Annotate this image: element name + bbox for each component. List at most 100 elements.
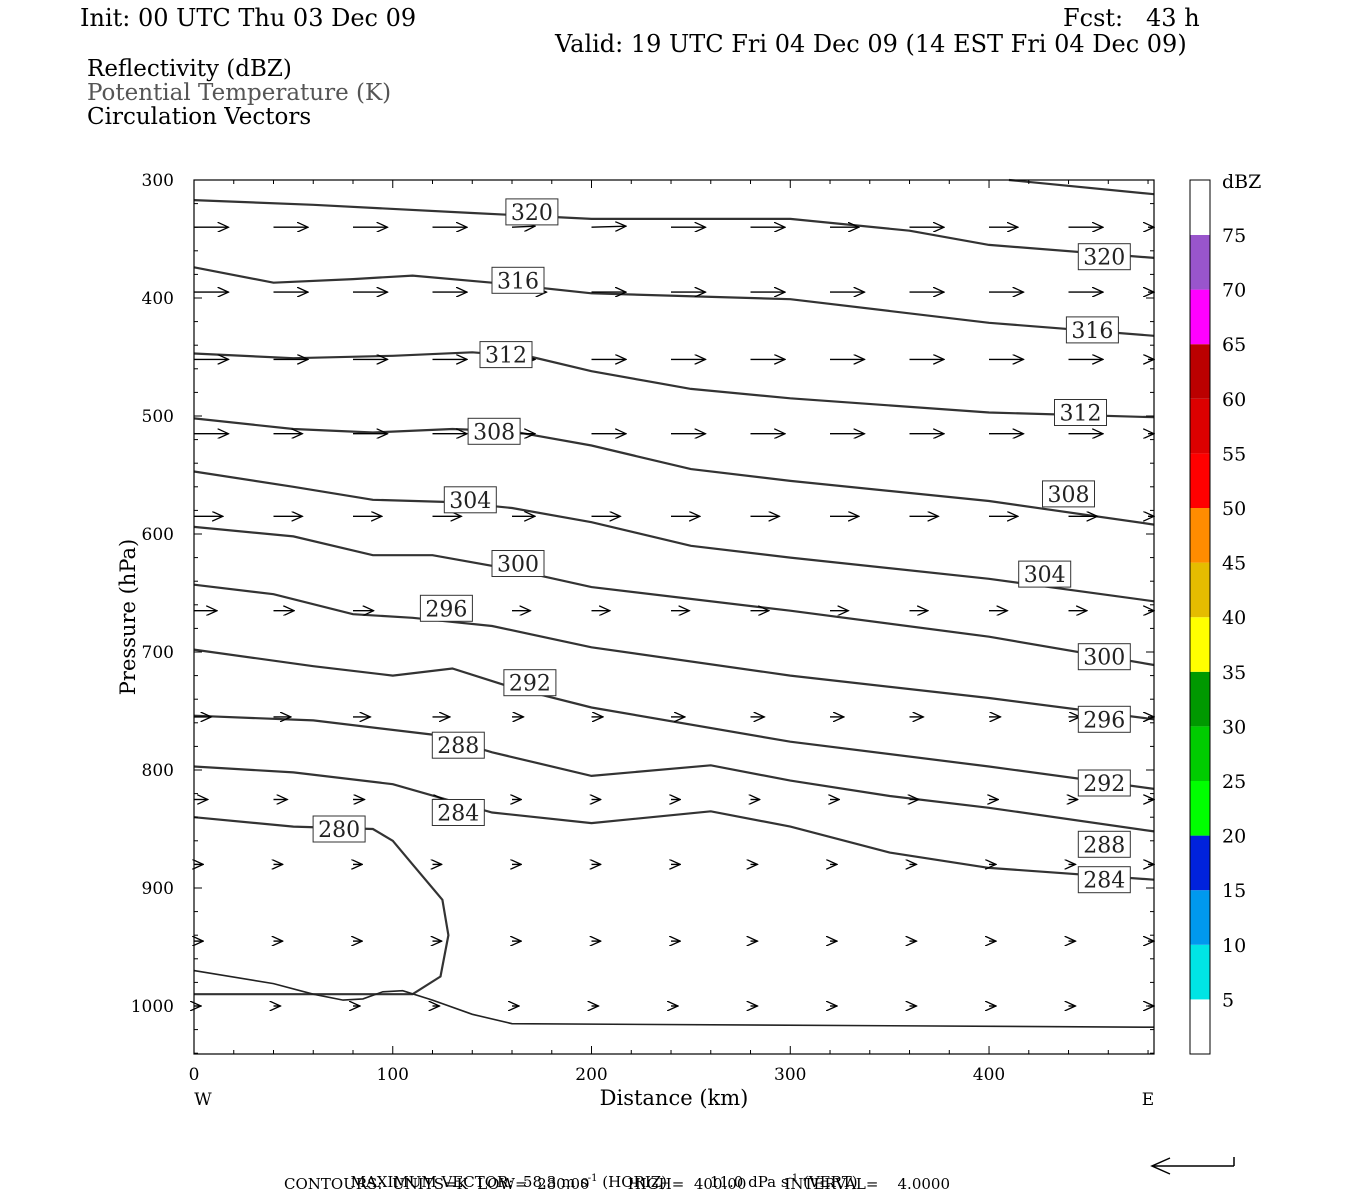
valid-time: Valid: 19 UTC Fri 04 Dec 09 (14 EST Fri … — [555, 30, 1187, 58]
contour-label-box — [1018, 560, 1072, 588]
field-potential-temperature: Potential Temperature (K) — [87, 80, 392, 106]
contour-label-box — [1077, 769, 1131, 797]
max-vector-mid: (HORIZ) 11.0 dPa s — [597, 1173, 789, 1191]
contour-label-box — [1077, 643, 1131, 671]
colorbar-level-label: 50 — [1222, 498, 1246, 520]
colorbar-segment — [1190, 180, 1210, 235]
field-reflectivity: Reflectivity (dBZ) — [87, 56, 292, 82]
colorbar-segment — [1190, 671, 1210, 727]
x-axis-label: Distance (km) — [600, 1086, 749, 1110]
contour-label: 312 — [485, 344, 527, 369]
contour-296 — [193, 583, 1155, 721]
y-tick-label: 600 — [142, 525, 174, 545]
colorbar-level-label: 75 — [1222, 225, 1246, 247]
contour-320 — [193, 199, 1155, 259]
colorbar-level-label: 55 — [1222, 443, 1246, 465]
init-time: Init: 00 UTC Thu 03 Dec 09 — [80, 4, 417, 32]
contour-label: 316 — [1071, 319, 1113, 344]
contour-label-box — [491, 550, 545, 577]
reference-vector-arrow-icon — [1150, 1157, 1235, 1175]
contour-info: CONTOURS: UNITS=K LOW= 280.00 HIGH= 400.… — [284, 1175, 950, 1193]
contour-316 — [193, 266, 1155, 337]
contour-label-box — [491, 266, 545, 294]
contour-layer — [193, 178, 1155, 1028]
contour-label-box — [431, 799, 485, 826]
colorbar-level-label: 45 — [1222, 553, 1246, 575]
contour-label: 296 — [1083, 708, 1125, 733]
colorbar-segment — [1190, 835, 1210, 891]
contour-ground — [193, 969, 1155, 1028]
colorbar-segment — [1190, 781, 1210, 836]
contour-label-box — [1065, 316, 1119, 344]
colorbar-segment — [1190, 562, 1210, 618]
colorbar-level-label: 25 — [1222, 771, 1246, 793]
x-edge-label-west: W — [194, 1090, 212, 1110]
y-tick-label: 1000 — [131, 997, 174, 1017]
contour-label: 312 — [1060, 402, 1102, 427]
contour-label-box — [312, 815, 366, 843]
colorbar-level-label: 20 — [1222, 826, 1246, 848]
colorbar-segment — [1190, 617, 1210, 672]
colorbar-segment — [1190, 344, 1210, 399]
contour-label: 316 — [497, 269, 539, 294]
max-vector-exp-vert: -1 — [788, 1173, 799, 1184]
max-vector-info: MAXIMUM VECTOR: 58.3 m s-1 (HORIZ) 11.0 … — [341, 1159, 858, 1190]
contour-label: 284 — [437, 802, 479, 827]
contour-label-box — [1042, 480, 1095, 508]
x-edge-label-east: E — [1142, 1090, 1154, 1110]
contour-label: 292 — [509, 672, 551, 697]
contour-288 — [193, 714, 1155, 833]
contour-label: 304 — [1024, 563, 1066, 588]
contour-label-box — [443, 486, 497, 514]
circulation-vector — [511, 226, 535, 227]
contour-label-box — [1054, 399, 1107, 426]
contour-label-box — [419, 594, 473, 622]
colorbar-level-label: 35 — [1222, 662, 1246, 684]
contour-label-box — [505, 198, 559, 226]
colorbar-level-label: 60 — [1222, 389, 1246, 411]
colorbar-segment — [1190, 235, 1210, 290]
colorbar-segment — [1190, 944, 1210, 1000]
contour-label-box — [1077, 866, 1131, 894]
forecast-hour: Fcst: 43 h — [1063, 4, 1200, 32]
contour-label: 304 — [449, 489, 491, 514]
contour-label-box — [1077, 243, 1131, 271]
contour-300 — [193, 525, 1155, 667]
contour-label-box — [1077, 705, 1131, 733]
contour-label: 320 — [1083, 246, 1125, 271]
y-tick-label: 800 — [142, 761, 174, 781]
colorbar-segment — [1190, 398, 1210, 454]
tick-layer: 0 100 200 300 400 300 400 500 600 700 800 900 1000 — [131, 171, 1154, 1085]
contour-label: 296 — [425, 597, 467, 622]
contour-label: 292 — [1083, 772, 1125, 797]
y-tick-label: 900 — [142, 879, 174, 899]
vector-layer — [194, 226, 1154, 1006]
contour-label: 320 — [511, 201, 553, 226]
contour-label-box — [467, 417, 521, 445]
contour-label: 280 — [318, 818, 360, 843]
x-tick-label: 400 — [973, 1065, 1005, 1085]
x-tick-label: 300 — [774, 1065, 806, 1085]
contour-label: 308 — [473, 420, 515, 445]
x-tick-label: 0 — [189, 1065, 200, 1085]
contour-284 — [193, 765, 1155, 881]
x-tick-label: 200 — [575, 1065, 607, 1085]
contour-280 — [193, 816, 450, 996]
contour-label: 288 — [437, 734, 479, 759]
max-vector-prefix: MAXIMUM VECTOR: 58.3 m s — [350, 1173, 588, 1191]
colorbar-level-label: 5 — [1222, 989, 1234, 1011]
contour-308 — [193, 417, 1155, 526]
colorbar-level-label: 40 — [1222, 607, 1246, 629]
colorbar-level-label: 65 — [1222, 334, 1246, 356]
contour-312 — [193, 351, 1155, 419]
max-vector-exp-horiz: -1 — [587, 1173, 598, 1184]
colorbar-level-label: 30 — [1222, 716, 1246, 738]
y-tick-label: 500 — [142, 407, 174, 427]
contour-304 — [193, 470, 1155, 603]
contour-label-box — [1077, 830, 1131, 858]
contour-label-layer: 320 320 316 316 312 312 308 308 304 304 300 300 296 2… — [312, 198, 1131, 894]
contour-label: 288 — [1083, 833, 1125, 858]
colorbar-level-label: 70 — [1222, 280, 1246, 302]
plot-frame — [193, 179, 1155, 1055]
